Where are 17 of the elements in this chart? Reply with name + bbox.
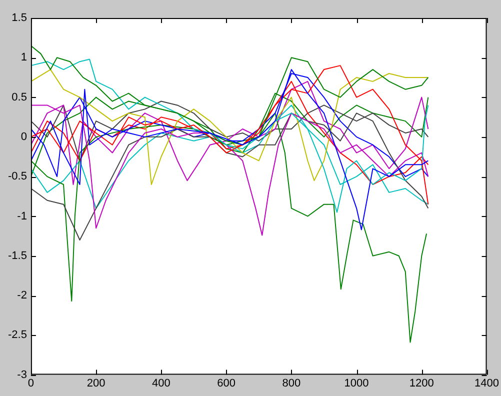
x-tick-label: 1000 <box>344 377 369 390</box>
y-tick-label: 1 <box>20 52 27 64</box>
y-tick-label: -1.5 <box>8 250 27 262</box>
y-tick-label: 0.5 <box>12 91 27 104</box>
y-tick-label: -2.5 <box>8 329 27 342</box>
x-tick-label: 1200 <box>409 377 434 390</box>
y-tick-label: -1 <box>17 210 27 222</box>
y-tick-label: -0.5 <box>8 170 27 183</box>
x-tick-label: 600 <box>217 377 236 390</box>
y-tick-label: 1.5 <box>12 12 27 24</box>
y-tick-label: 0 <box>20 130 27 143</box>
x-tick-label: 800 <box>282 377 301 390</box>
x-tick-label: 400 <box>152 377 170 390</box>
x-tick-label: 200 <box>86 377 106 390</box>
y-tick-label: -3 <box>17 368 27 381</box>
x-tick-label: 1400 <box>474 377 500 390</box>
y-tick-label: -2 <box>17 290 27 302</box>
